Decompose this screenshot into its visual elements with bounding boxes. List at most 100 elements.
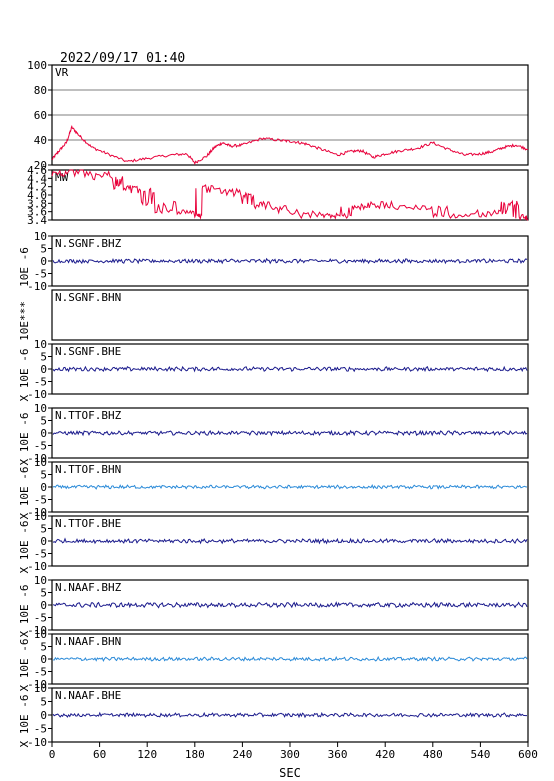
panel-label: N.TTOF.BHN <box>55 463 121 476</box>
y-tick-label: -5 <box>34 666 47 679</box>
trace-line <box>52 655 528 662</box>
y-tick-label: 10 <box>34 402 47 415</box>
y-tick-label: 0 <box>40 363 47 376</box>
y-tick-label: -5 <box>34 440 47 453</box>
y-tick-label: 5 <box>40 523 47 536</box>
y-tick-label: 20 <box>34 159 47 172</box>
y-unit-label: 10E*** <box>18 301 31 341</box>
y-tick-label: -5 <box>34 268 47 281</box>
x-tick-label: 360 <box>328 748 348 761</box>
y-tick-label: -10 <box>27 388 47 401</box>
y-tick-label: 4.2 <box>27 181 47 194</box>
x-tick-label: 180 <box>185 748 205 761</box>
y-tick-label: 5 <box>40 696 47 709</box>
y-tick-label: -10 <box>27 452 47 465</box>
panel-label: N.SGNF.BHN <box>55 291 121 304</box>
y-tick-label: -10 <box>27 624 47 637</box>
y-tick-label: 10 <box>34 230 47 243</box>
y-tick-label: 5 <box>40 587 47 600</box>
y-tick-label: 10 <box>34 628 47 641</box>
y-tick-label: 10 <box>34 456 47 469</box>
y-tick-label: 100 <box>27 59 47 72</box>
y-unit-label: X 10E -6 <box>18 695 31 748</box>
x-tick-label: 240 <box>232 748 252 761</box>
trace-line <box>52 537 528 545</box>
header-timestamp: 2022/09/17 01:40 <box>60 51 185 66</box>
panel-label: N.TTOF.BHZ <box>55 409 122 422</box>
x-tick-label: 300 <box>280 748 300 761</box>
trace-line <box>52 483 528 490</box>
y-tick-label: -5 <box>34 723 47 736</box>
panel-label: N.NAAF.BHE <box>55 689 121 702</box>
y-unit-label: 10E -6 <box>18 247 31 287</box>
y-tick-label: 60 <box>34 109 47 122</box>
y-tick-label: -10 <box>27 678 47 691</box>
y-tick-label: 0 <box>40 427 47 440</box>
y-tick-label: 0 <box>40 709 47 722</box>
x-tick-label: 60 <box>93 748 106 761</box>
y-tick-label: 80 <box>34 84 47 97</box>
y-tick-label: 10 <box>34 574 47 587</box>
panel-frame <box>51 289 529 341</box>
x-axis: 0 60 120 180 240 300 360 420 480 540 600 <box>49 742 538 761</box>
y-tick-label: 5 <box>40 415 47 428</box>
y-unit-label: X 10E -6 <box>18 639 31 692</box>
y-tick-label: -10 <box>27 506 47 519</box>
y-tick-label: 5 <box>40 469 47 482</box>
y-tick-label: 4.0 <box>27 189 47 202</box>
y-tick-label: 0 <box>40 255 47 268</box>
y-unit-label: X 10E -6 <box>18 521 31 574</box>
y-tick-label: 3.6 <box>27 206 47 219</box>
x-tick-label: 420 <box>375 748 395 761</box>
y-tick-label: 10 <box>34 682 47 695</box>
y-tick-label: -5 <box>34 494 47 507</box>
y-tick-label: 0 <box>40 653 47 666</box>
panel-n-sgnf-bhn: 10E*** N.SGNF.BHN <box>18 289 529 341</box>
panel-mw: 4.64.44.24.03.83.63.4MW <box>27 164 529 227</box>
y-tick-label: 5 <box>40 351 47 364</box>
y-unit-label: X 10E -6 <box>18 467 31 520</box>
y-tick-label: -10 <box>27 280 47 293</box>
y-tick-label: -5 <box>34 548 47 561</box>
y-unit-label: X 10E -6 <box>18 349 31 402</box>
y-tick-label: 10 <box>34 338 47 351</box>
y-tick-label: 0 <box>40 535 47 548</box>
y-tick-label: 10 <box>34 510 47 523</box>
trace-line <box>52 257 528 265</box>
y-tick-label: 4.6 <box>27 164 47 177</box>
y-tick-label: -10 <box>27 560 47 573</box>
panel-label: N.TTOF.BHE <box>55 517 121 530</box>
panel-label: N.NAAF.BHZ <box>55 581 122 594</box>
y-tick-label: 4.4 <box>27 172 47 185</box>
y-unit-label: X 10E -6 <box>18 413 31 466</box>
x-tick-label: 600 <box>518 748 538 761</box>
y-tick-label: 0 <box>40 481 47 494</box>
x-tick-label: 120 <box>137 748 157 761</box>
y-tick-label: 0 <box>40 599 47 612</box>
y-tick-label: 40 <box>34 134 47 147</box>
y-tick-label: -10 <box>27 736 47 749</box>
y-tick-label: 3.8 <box>27 197 47 210</box>
y-tick-label: 5 <box>40 641 47 654</box>
panel-label: VR <box>55 66 69 79</box>
y-tick-label: -5 <box>34 612 47 625</box>
trace-line <box>51 124 529 166</box>
y-tick-label: -5 <box>34 376 47 389</box>
panel-label: N.SGNF.BHZ <box>55 237 122 250</box>
y-tick-label: 3.4 <box>27 214 47 227</box>
y-tick-label: 5 <box>40 243 47 256</box>
x-tick-label: 480 <box>423 748 443 761</box>
trace-line <box>52 429 528 437</box>
panel-label: N.SGNF.BHE <box>55 345 121 358</box>
x-tick-label: 0 <box>49 748 56 761</box>
y-unit-label: X 10E -6 <box>18 585 31 638</box>
